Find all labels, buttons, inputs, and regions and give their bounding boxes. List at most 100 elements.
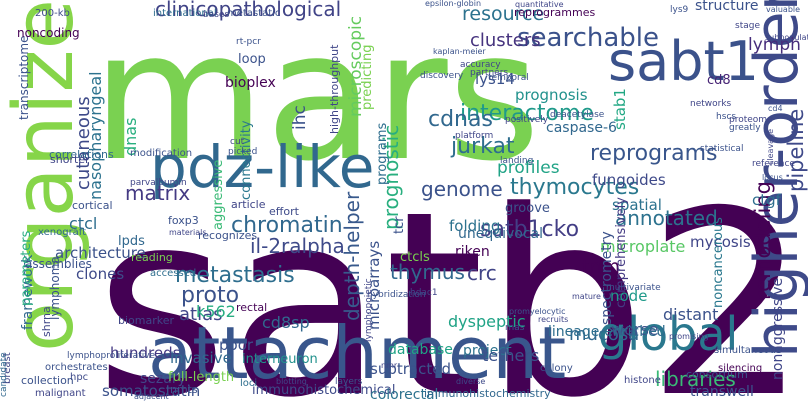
word: article (231, 198, 266, 211)
word: diverse (456, 377, 485, 386)
word: lpds (118, 234, 145, 249)
word: microarrays (365, 241, 383, 330)
word: deacetylase (550, 110, 605, 120)
word: effort (269, 205, 300, 218)
word: comprehensively (614, 197, 629, 308)
word: noncancerous (711, 217, 726, 308)
word: annotated (615, 206, 718, 230)
word: distant (663, 305, 718, 324)
word: lys14 (475, 70, 515, 88)
word: accuracy (460, 60, 501, 70)
word: noncoding (17, 26, 80, 40)
word: cdnas (428, 107, 493, 132)
word: lymphoma (48, 256, 62, 320)
word: ctcl (69, 214, 97, 233)
word: lys9 (670, 5, 689, 15)
word: architecture (55, 244, 146, 262)
word: colorectal (370, 387, 438, 403)
word: cd8sp (262, 313, 310, 332)
word: international (153, 8, 217, 19)
word: matrix (125, 181, 190, 205)
word: programs (375, 123, 390, 185)
word: 200-kb (35, 8, 70, 19)
word: rectal (236, 301, 267, 314)
word: pdz-like (150, 133, 374, 201)
word: lineage-enriched (548, 324, 666, 340)
word: cortical (72, 199, 113, 212)
word: framework (20, 254, 36, 330)
word: crc (467, 261, 497, 285)
word: shorter (50, 153, 90, 166)
word: project (463, 343, 512, 359)
word: hundreds (110, 344, 181, 362)
word: structure (695, 0, 759, 14)
word: node (610, 287, 647, 305)
word: materials (169, 228, 207, 237)
word: searchable (517, 23, 659, 53)
word: mature (572, 292, 601, 301)
word: networks (690, 99, 732, 109)
word: nmr (381, 361, 398, 370)
word: nonaggressive (770, 278, 786, 380)
word: riken (455, 244, 490, 260)
word: organizer (0, 0, 92, 352)
word: epsilon-globin (425, 0, 481, 8)
word: landing (500, 156, 533, 166)
word: dnas (121, 118, 140, 156)
word: spectrometry (599, 231, 615, 325)
word: reading (131, 251, 173, 264)
word: lymphoproliferative (67, 351, 156, 361)
word: quantitative (515, 0, 564, 9)
word: silencing (718, 363, 762, 374)
word: worse (611, 320, 659, 339)
word: caspase-6 (546, 120, 617, 136)
word: aggressive (211, 160, 226, 230)
word: collection (21, 374, 74, 387)
word: stab1 (611, 88, 629, 130)
word: atlas (179, 304, 223, 325)
word: subpopulations (765, 33, 808, 42)
word: full-length (168, 370, 234, 385)
word: satb2 (95, 157, 808, 404)
word: hybridization (367, 290, 426, 300)
word: assemblies (25, 257, 92, 271)
word: lymphopoietic (364, 278, 374, 342)
word: cut (230, 137, 245, 147)
word: microplate (600, 237, 685, 256)
word: foxp3 (168, 214, 199, 227)
word: adjacent (134, 392, 169, 401)
word: locus (762, 173, 783, 182)
word: profiles (497, 158, 560, 178)
word: candidate (0, 352, 9, 397)
word: fungoides (592, 171, 666, 189)
word: metastatic (227, 8, 280, 19)
word: cd8 (707, 73, 731, 88)
word: clusters (470, 30, 541, 51)
word: picked (228, 147, 257, 157)
word: attachment (148, 311, 566, 395)
word: metastasis (175, 263, 295, 288)
word: interneuron (242, 352, 318, 367)
word: parameters (19, 230, 34, 306)
word: bases (203, 10, 229, 20)
word: cutaneous (73, 96, 94, 190)
word: tnm (582, 256, 620, 278)
word: layers (335, 377, 363, 387)
word: simultaneous (714, 345, 781, 356)
word: satb1cko (480, 217, 579, 242)
word: chromatin (231, 213, 343, 238)
word: somatostatin (102, 382, 200, 400)
word: invasive (170, 349, 232, 367)
word: clones (76, 265, 124, 283)
word: clinicopathological (155, 0, 341, 21)
word: reprograms (590, 141, 717, 166)
word: subtracted (370, 360, 451, 378)
word: k562 (196, 302, 236, 321)
word: promising (669, 332, 709, 341)
word: connectivity (239, 120, 254, 200)
word: il-2ralpha (250, 234, 345, 258)
word: kaplan-meier (433, 47, 486, 56)
word: breast (2, 352, 13, 384)
word: bioplex (225, 75, 276, 91)
word: valuable (766, 5, 800, 14)
